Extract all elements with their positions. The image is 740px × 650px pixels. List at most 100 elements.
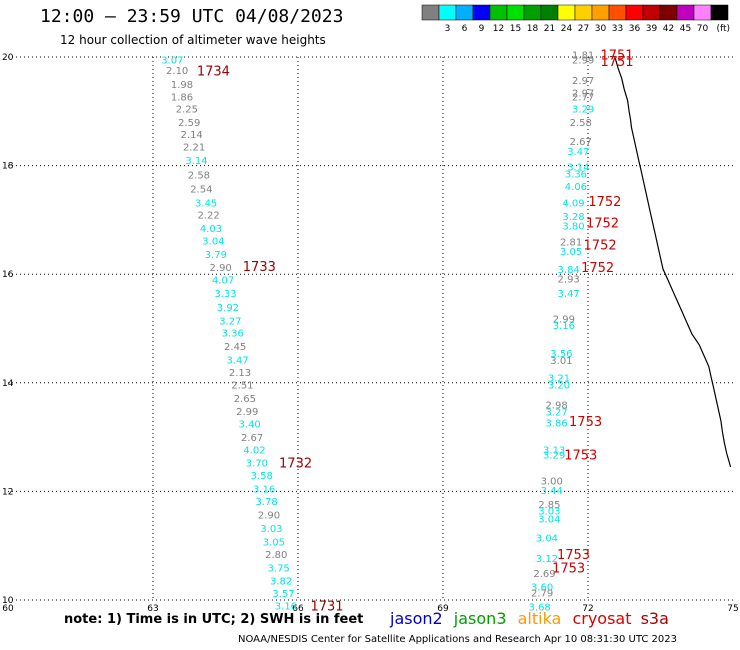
revolution-number: 1752: [584, 238, 617, 253]
wave-height-label: 3.16: [275, 601, 297, 612]
wave-height-label: 4.06: [565, 182, 587, 193]
color-bin-label: 39: [646, 24, 658, 34]
color-bin: [472, 4, 491, 21]
axis-tick-labels: 60 63 66 69 72 75 10 12 14 16 18 20: [2, 53, 739, 614]
legend-jason2: jason2: [390, 609, 443, 628]
wave-height-label: 1.98: [171, 80, 193, 91]
color-bin-label: 70: [697, 24, 709, 34]
map-subtitle: 12 hour collection of altimeter wave hei…: [60, 33, 326, 47]
wave-height-label: 3.04: [536, 534, 558, 545]
wave-height-label: 3.45: [195, 199, 217, 210]
wave-height-label: 2.51: [231, 380, 253, 391]
wave-height-label: 3.84: [558, 265, 580, 276]
color-bin: [659, 4, 678, 21]
wave-height-label: 3.75: [268, 563, 290, 574]
color-bin: [438, 4, 457, 21]
color-bin: [642, 4, 661, 21]
wave-height-label: 3.92: [217, 303, 239, 314]
wave-height-label: 2.10: [166, 66, 188, 77]
wave-height-label: 2.67: [570, 137, 592, 148]
wave-height-label: 3.28: [562, 212, 584, 223]
revolution-number: 1753: [557, 548, 590, 563]
wave-height-label: 2.14: [181, 130, 203, 141]
wave-height-label: 2.67: [241, 433, 263, 444]
revolution-number: 1733: [243, 260, 276, 275]
wave-height-label: 3.03: [260, 524, 282, 535]
revolution-number: 1731: [310, 599, 343, 614]
revolution-number: 1751: [600, 55, 633, 70]
color-bin: [625, 4, 644, 21]
wave-height-label: 3.01: [550, 356, 572, 367]
wave-height-label: 2.13: [229, 368, 251, 379]
wave-height-label: 3.29: [572, 105, 594, 116]
wave-height-label: 3.36: [565, 170, 587, 181]
color-bin: [506, 4, 525, 21]
wave-height-label: 2.45: [224, 342, 246, 353]
graticule: [8, 56, 733, 601]
wave-height-label: 3.05: [560, 247, 582, 258]
color-bin-label: 24: [561, 24, 573, 34]
color-bin-label: 18: [527, 24, 539, 34]
wave-height-label: 1.81: [572, 50, 594, 61]
wave-height-label: 2.90: [258, 511, 280, 522]
wave-height-label: 3.57: [272, 589, 294, 600]
wave-height-label: 3.12: [536, 554, 558, 565]
wave-height-label: 3.05: [263, 537, 285, 548]
y-tick-label: 10: [2, 596, 14, 606]
wave-height-label: 3.86: [545, 418, 567, 429]
wave-height-label: 3.13: [543, 446, 565, 457]
wave-height-label: 3.70: [246, 459, 268, 470]
legend-cryosat: cryosat: [572, 609, 632, 628]
wave-height-label: 3.20: [548, 380, 570, 391]
color-bin: [676, 4, 695, 21]
legend-altika: altika: [517, 609, 562, 628]
satellite-legend: jason2 jason3 altika cryosat s3a: [390, 609, 669, 628]
wave-height-label: 2.77: [572, 93, 594, 104]
wave-height-label: 2.54: [190, 184, 212, 195]
wave-height-label: 4.09: [562, 199, 584, 210]
wave-height-label: 3.07: [161, 56, 183, 67]
wave-height-label: 3.33: [214, 289, 236, 300]
map-title: 12:00 — 23:59 UTC 04/08/2023: [40, 6, 344, 27]
y-tick-label: 14: [2, 379, 14, 389]
wave-height-label: 3.56: [550, 349, 572, 360]
footnote: note: 1) Time is in UTC; 2) SWH is in fe…: [64, 612, 364, 627]
wave-height-label: 3.04: [538, 515, 560, 526]
color-bin-label: 3: [445, 24, 451, 34]
revolution-number: 1732: [279, 457, 312, 472]
wave-height-label: 3.80: [562, 221, 584, 232]
wave-height-label: 2.97: [572, 88, 594, 99]
color-scale-bar: 3 6 9 12 15 18 21 24 27 30 33 36 39 42 45 70 (ft): [421, 4, 730, 34]
wave-height-label: 3.04: [202, 237, 224, 248]
x-tick-label: 66: [292, 604, 304, 614]
wave-height-label: 2.93: [558, 275, 580, 286]
wave-height-label: 2.59: [178, 118, 200, 129]
wave-height-label: 2.80: [265, 550, 287, 561]
wave-height-label: 3.36: [222, 328, 244, 339]
wave-height-label: 3.21: [548, 373, 570, 384]
revolution-number: 1753: [552, 561, 585, 576]
wave-height-label: 1.86: [171, 93, 193, 104]
wave-height-label: 2.58: [570, 118, 592, 129]
revolution-number: 1753: [564, 448, 597, 463]
wave-height-label: 3.68: [529, 603, 551, 614]
wave-height-label: 2.97: [572, 76, 594, 87]
color-bin: [523, 4, 542, 21]
color-bin: [455, 4, 474, 21]
wave-height-label: 2.65: [234, 394, 256, 405]
x-tick-label: 60: [2, 604, 14, 614]
color-bin: [557, 4, 576, 21]
x-tick-label: 75: [727, 604, 738, 614]
color-bin: [608, 4, 627, 21]
wave-height-label: 3.16: [253, 485, 275, 496]
revolution-number: 1752: [586, 217, 619, 232]
wave-height-label: 2.58: [188, 170, 210, 181]
color-bin: [489, 4, 508, 21]
coastline: [614, 55, 732, 468]
wave-height-label: 3.27: [545, 408, 567, 419]
scale-unit: (ft): [716, 24, 730, 34]
y-tick-label: 16: [2, 270, 14, 280]
wave-height-label: 3.14: [567, 163, 589, 174]
